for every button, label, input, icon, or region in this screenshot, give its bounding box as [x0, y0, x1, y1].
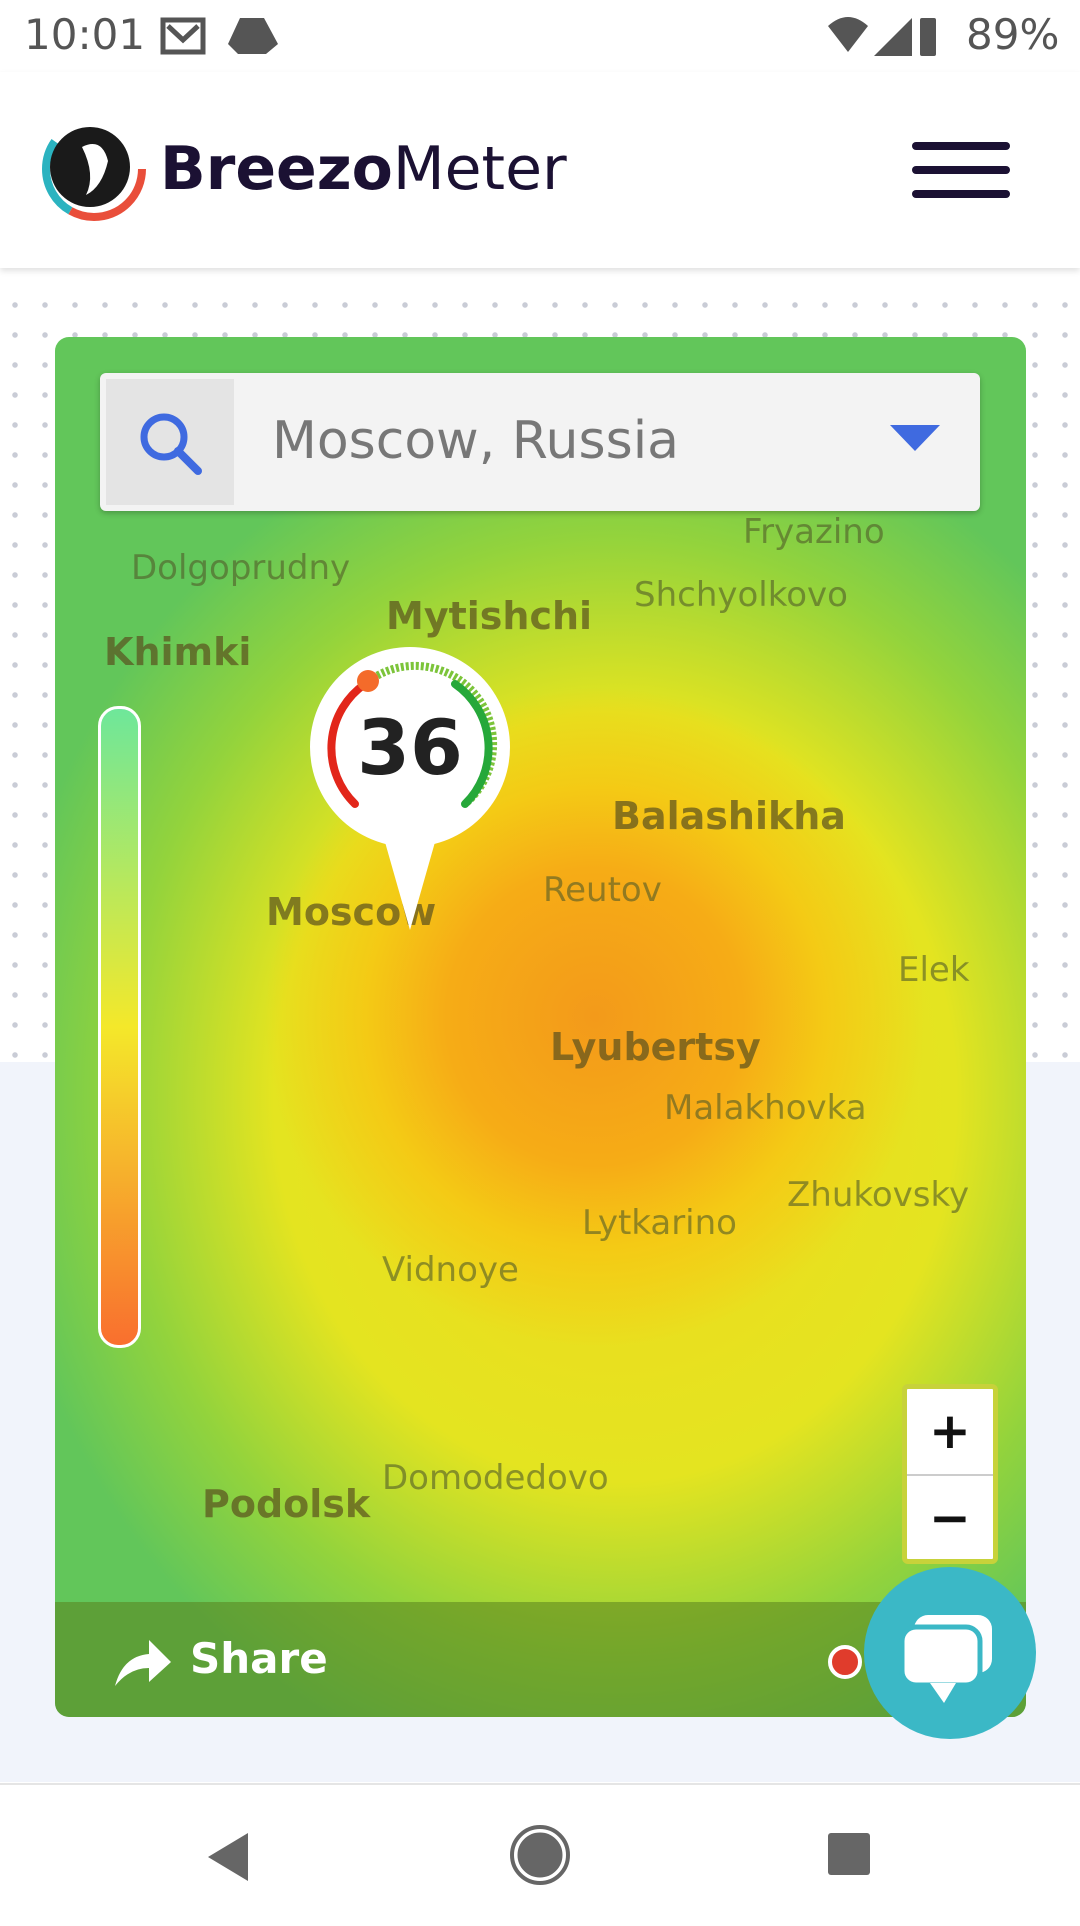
- notification-icons: [160, 17, 278, 55]
- search-input[interactable]: Moscow, Russia: [272, 411, 680, 471]
- brand: BreezoMeter: [160, 134, 567, 204]
- time: 10:01: [24, 10, 146, 59]
- map-label: Domodedovo: [382, 1458, 609, 1498]
- search-icon-box[interactable]: [106, 379, 234, 505]
- map-label: Balashikha: [612, 794, 846, 838]
- map-label: Lytkarino: [582, 1203, 737, 1243]
- share-button[interactable]: Share: [190, 1634, 328, 1683]
- status-bar: 10:01 89%: [0, 0, 1080, 72]
- map[interactable]: Dolgoprudny Mytishchi Khimki Fryazino Shchyo…: [55, 337, 1026, 1717]
- search-bar[interactable]: Moscow, Russia: [100, 373, 980, 511]
- zoom-out[interactable]: −: [929, 1489, 971, 1547]
- brand-bold: Breezo: [160, 134, 393, 204]
- chat-button[interactable]: [864, 1567, 1036, 1739]
- map-label: Khimki: [104, 630, 252, 674]
- aqi-scale: [98, 706, 141, 1348]
- map-label: Reutov: [543, 870, 662, 910]
- map-label: Dolgoprudny: [131, 548, 351, 588]
- home-button[interactable]: [514, 1829, 566, 1881]
- recents-button[interactable]: [828, 1833, 870, 1875]
- zoom-in[interactable]: +: [907, 1389, 993, 1476]
- signal-icons: [828, 17, 936, 56]
- map-label: Malakhovka: [664, 1088, 867, 1128]
- map-label: Podolsk: [202, 1482, 371, 1526]
- nav-bar: [0, 1783, 1080, 1922]
- dropdown-arrow[interactable]: [890, 423, 940, 455]
- logo: [42, 117, 146, 221]
- map-label: Fryazino: [743, 512, 885, 552]
- back-button[interactable]: [208, 1833, 248, 1881]
- brand-light: Meter: [392, 134, 567, 204]
- nav-buttons: [208, 1825, 870, 1885]
- search-icon: [140, 413, 202, 475]
- map-label: Zhukovsky: [787, 1175, 970, 1215]
- aqi-marker[interactable]: 36: [305, 644, 515, 934]
- menu-button[interactable]: [912, 138, 1010, 202]
- map-label: Elek: [898, 950, 970, 990]
- battery: 89%: [966, 10, 1060, 59]
- status-dot: [828, 1645, 862, 1679]
- zoom-control: + −: [902, 1384, 998, 1564]
- share-icon[interactable]: [113, 1638, 173, 1688]
- share-bar: Share: [55, 1602, 1026, 1717]
- aqi-value: 36: [357, 703, 463, 792]
- header: BreezoMeter: [0, 72, 1080, 268]
- map-label: Shchyolkovo: [634, 575, 848, 615]
- map-label: Mytishchi: [386, 594, 593, 638]
- map-label: Vidnoye: [382, 1250, 519, 1290]
- map-label: Lyubertsy: [550, 1025, 761, 1069]
